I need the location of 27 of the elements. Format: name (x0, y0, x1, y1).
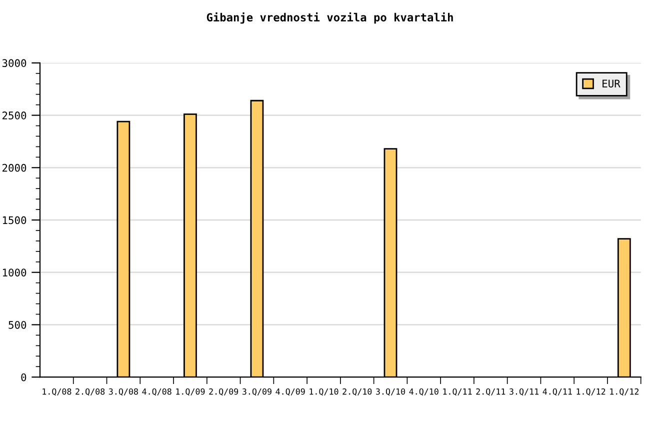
y-tick-label: 0 (21, 373, 26, 382)
y-tick-label: 1500 (2, 216, 26, 224)
y-tick-label: 2500 (2, 112, 26, 120)
x-tick-label: 1.Q/08 (42, 388, 72, 396)
chart-title: Gibanje vrednosti vozila po kvartalih (206, 12, 453, 24)
x-tick-label: 4.Q/08 (142, 388, 172, 396)
y-tick-label: 1000 (2, 268, 26, 276)
x-tick-label: 1.Q/12 (610, 388, 639, 396)
x-tick-label: 3.Q/10 (376, 388, 406, 396)
x-tick-label: 3.Q/08 (108, 388, 138, 396)
y-tick-label: 3000 (2, 59, 26, 68)
x-tick-label: 3.Q/09 (242, 388, 272, 396)
x-tick-label: 1.Q/11 (443, 388, 472, 396)
legend-label: EUR (602, 80, 620, 88)
x-tick-label: 1.Q/12 (576, 388, 606, 396)
x-tick-label: 4.Q/11 (542, 388, 572, 396)
y-tick-label: 500 (8, 320, 26, 329)
y-tick-label: 2000 (2, 164, 26, 172)
x-tick-label: 2.Q/11 (476, 388, 506, 396)
x-tick-label: 4.Q/09 (276, 388, 305, 396)
x-tick-label: 1.Q/10 (310, 388, 338, 396)
x-tick-label: 2.Q/10 (342, 388, 372, 396)
x-tick-label: 2.Q/09 (209, 388, 238, 396)
x-tick-label: 3.Q/11 (510, 388, 539, 396)
x-tick-label: 4.Q/10 (409, 388, 438, 396)
x-tick-label: 1.Q/09 (176, 388, 205, 396)
x-tick-label: 2.Q/08 (76, 388, 105, 396)
